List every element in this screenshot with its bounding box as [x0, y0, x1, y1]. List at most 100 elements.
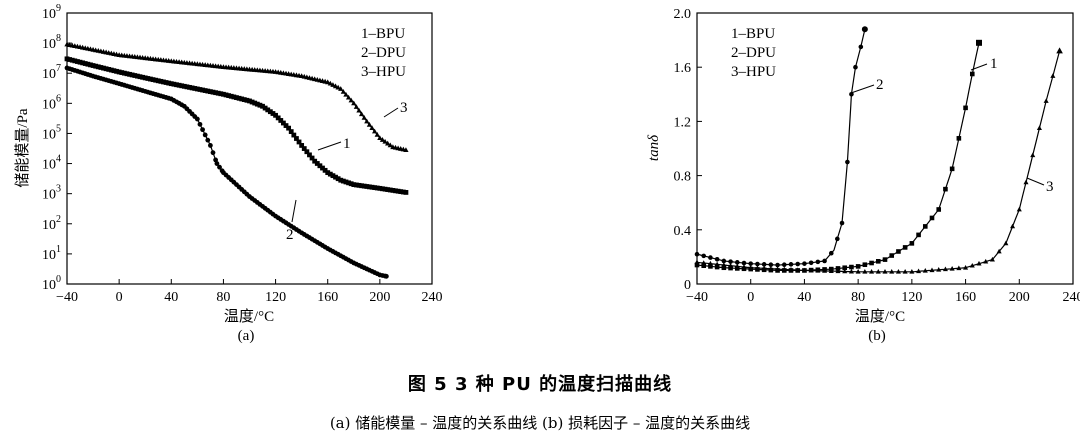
curve-label-3: 3	[1046, 179, 1054, 195]
series-line	[66, 58, 406, 193]
figure-subtitle: (a) 储能模量 – 温度的关系曲线 (b) 损耗因子 – 温度的关系曲线	[329, 414, 751, 432]
data-point-square	[106, 66, 112, 72]
data-point-square	[207, 89, 213, 95]
data-point-triangle	[340, 88, 346, 94]
data-point-square	[385, 187, 391, 192]
data-point-square	[734, 266, 740, 271]
data-point-square	[158, 78, 164, 84]
data-point-square	[855, 264, 861, 269]
data-point-square	[64, 56, 70, 62]
data-point-square	[218, 91, 224, 97]
data-point-triangle	[721, 262, 727, 267]
annotations-a: 1 2 3	[286, 100, 408, 243]
data-point-circle	[845, 159, 850, 165]
data-point-circle	[200, 127, 205, 133]
data-point-triangle	[335, 84, 341, 90]
x-axis-label-a: 温度/°C	[224, 308, 274, 325]
data-point-square	[909, 241, 915, 246]
data-point-square	[361, 183, 367, 189]
data-point-square	[943, 186, 948, 192]
data-point-triangle	[869, 269, 875, 274]
data-point-square	[327, 171, 333, 177]
leader-line	[970, 63, 988, 71]
data-point-triangle	[330, 82, 336, 87]
data-point-triangle	[741, 264, 747, 269]
data-point-square	[179, 83, 185, 89]
y-tick-label: 2.0	[674, 7, 692, 22]
data-point-square	[262, 105, 268, 111]
data-point-square	[369, 184, 375, 190]
data-point-square	[260, 103, 265, 109]
data-point-triangle	[963, 264, 969, 270]
y-tick-label: 102	[42, 214, 61, 233]
data-point-square	[181, 83, 187, 89]
series-a	[64, 41, 409, 279]
data-point-triangle	[815, 268, 821, 273]
data-point-triangle	[1030, 152, 1036, 158]
data-point-triangle	[761, 265, 767, 271]
series-3	[694, 47, 1063, 274]
series-line	[696, 29, 866, 266]
data-point-square	[90, 63, 96, 68]
data-point-square	[340, 178, 346, 184]
data-point-square	[241, 97, 247, 103]
data-point-square	[283, 123, 289, 128]
data-point-square	[395, 188, 401, 194]
curve-label-2: 2	[876, 77, 884, 93]
data-point-square	[127, 71, 132, 77]
data-point-triangle	[714, 261, 720, 267]
data-point-square	[77, 59, 83, 65]
charts-canvas: −40 0 40 80 120 160 200 240 1001011021031041051…	[14, 3, 1080, 344]
data-point-triangle	[364, 118, 370, 124]
data-point-triangle	[842, 268, 848, 274]
legend-a: 1–BPU 2–DPU 3–HPU	[361, 26, 406, 80]
x-tick-label: 160	[955, 290, 976, 305]
data-point-triangle	[1023, 179, 1029, 185]
data-point-square	[121, 70, 127, 76]
data-point-square	[234, 95, 239, 101]
data-point-square	[210, 89, 216, 95]
data-point-square	[922, 224, 928, 229]
data-point-triangle	[343, 91, 349, 97]
data-point-square	[367, 184, 372, 190]
y-tick-label: 107	[42, 63, 61, 82]
data-point-circle	[741, 260, 747, 266]
x-tick-label: 240	[422, 290, 443, 305]
data-point-square	[275, 115, 281, 121]
data-point-circle	[835, 236, 840, 242]
y-axis-label-a: 储能模量/Pa	[14, 108, 31, 188]
data-point-square	[137, 74, 143, 80]
data-point-square	[80, 60, 86, 66]
data-point-triangle	[848, 268, 854, 274]
curve-label-2: 2	[286, 227, 294, 243]
data-point-square	[88, 62, 93, 68]
x-tick-label: 120	[265, 290, 286, 305]
legend-item-dpu: 2–DPU	[731, 45, 776, 61]
y-tick-label: 101	[42, 244, 61, 263]
curve-label-1: 1	[990, 56, 998, 72]
data-point-triangle	[996, 248, 1002, 254]
x-tick-label: 200	[1009, 290, 1030, 305]
y-tick-label: 0.4	[674, 224, 692, 239]
data-point-square	[963, 105, 968, 111]
data-point-circle	[728, 259, 733, 264]
data-point-square	[150, 77, 156, 83]
data-point-square	[936, 207, 942, 212]
data-point-square	[114, 68, 119, 74]
data-point-square	[390, 187, 396, 193]
data-point-square	[72, 58, 78, 64]
data-point-circle	[701, 253, 707, 259]
data-point-triangle	[748, 264, 754, 270]
data-point-square	[254, 101, 260, 107]
data-point-square	[320, 165, 325, 171]
data-point-circle	[795, 261, 801, 267]
data-point-square	[174, 82, 179, 88]
data-point-triangle	[403, 147, 409, 153]
data-point-circle	[213, 157, 219, 163]
legend-item-dpu: 2–DPU	[361, 45, 406, 61]
figure-title: 图 5 3 种 PU 的温度扫描曲线	[407, 374, 673, 395]
data-point-square	[889, 253, 895, 258]
data-point-square	[75, 59, 80, 64]
data-point-circle	[802, 261, 807, 266]
y-tick-label: 1.2	[674, 115, 692, 130]
